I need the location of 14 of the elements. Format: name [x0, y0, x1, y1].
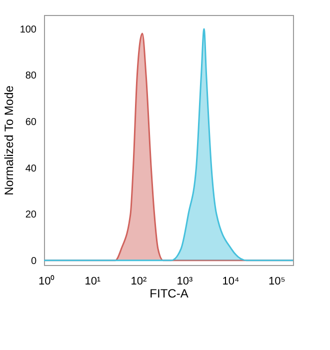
x-tick-label: 10⁰	[38, 274, 55, 288]
y-tick-label: 80	[25, 70, 37, 82]
x-tick-label: 10¹	[84, 276, 101, 288]
y-tick-label: 60	[25, 116, 37, 128]
y-tick-label: 100	[20, 24, 37, 36]
x-tick-label: 10⁴	[222, 276, 240, 288]
x-tick-label: 10²	[130, 276, 147, 288]
x-tick-label: 10³	[176, 276, 194, 288]
y-tick-label: 40	[25, 163, 37, 174]
y-axis-title: Normalized To Mode	[2, 85, 16, 196]
y-tick-label: 0	[30, 256, 37, 267]
y-tick-label: 20	[25, 210, 37, 221]
x-tick-label: 10⁵	[268, 276, 286, 288]
x-axis-title: FITC-A	[150, 286, 188, 300]
